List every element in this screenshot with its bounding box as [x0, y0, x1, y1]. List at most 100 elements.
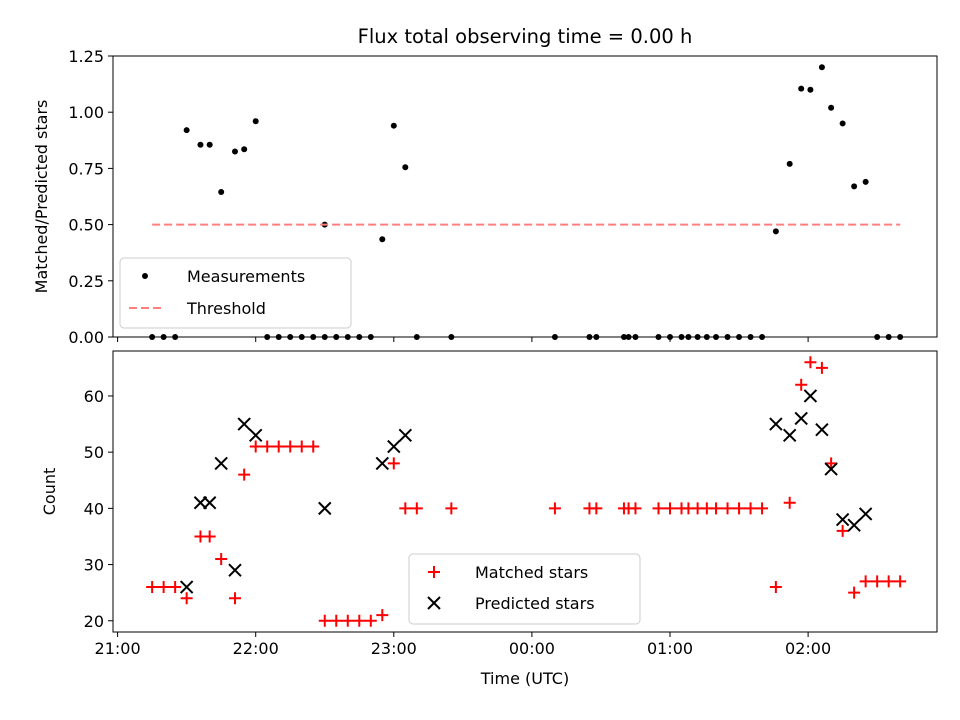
matched-star-point [238, 468, 251, 481]
matched-star-point [664, 502, 677, 515]
matched-star-point [295, 440, 308, 453]
matched-star-point [261, 440, 274, 453]
y-tick-label: 30 [84, 556, 104, 575]
legend-box [119, 257, 352, 329]
matched-star-point [387, 457, 400, 470]
measurement-point [851, 183, 858, 190]
legend-matched-swatch [428, 566, 440, 578]
matched-star-point [330, 614, 343, 627]
matched-star-point [590, 502, 603, 515]
matched-star-point [215, 552, 228, 565]
matched-star-point [548, 502, 561, 515]
y-tick-label: 50 [84, 443, 104, 462]
matched-star-point [341, 614, 354, 627]
matched-star-point [445, 502, 458, 515]
y-tick-label: 40 [84, 499, 104, 518]
predicted-star-point [248, 428, 263, 443]
measurement-point [197, 141, 204, 148]
y-axis-label: Matched/Predicted stars [32, 100, 51, 294]
matched-star-point [756, 502, 769, 515]
matched-star-point [629, 502, 642, 515]
predicted-star-point [318, 501, 332, 516]
predicted-star-point [228, 563, 242, 577]
measurement-point [206, 141, 213, 148]
predicted-star-point [202, 496, 217, 510]
predicted-star-point [803, 389, 818, 403]
matched-star-point [882, 575, 895, 588]
predicted-star-point [214, 456, 228, 471]
matched-star-point [228, 592, 241, 605]
predicted-star-point [815, 422, 829, 437]
measurement-point [818, 64, 825, 71]
predicted-star-point [824, 462, 838, 476]
measurement-point [252, 118, 259, 125]
matched-star-point [364, 614, 377, 627]
matched-star-point [318, 614, 331, 627]
matched-star-point [353, 614, 366, 627]
x-axis-label: Time (UTC) [480, 669, 569, 688]
measurement-point [402, 164, 409, 171]
x-tick-label: 21:00 [95, 639, 141, 658]
predicted-star-point [794, 411, 808, 426]
x-tick-label: 23:00 [371, 639, 417, 658]
matched-star-point [307, 440, 320, 453]
measurement-point [807, 86, 814, 93]
measurement-point [798, 85, 805, 92]
legend-measurement-swatch [142, 273, 148, 279]
measurement-point [786, 160, 793, 167]
matched-star-point [825, 457, 838, 470]
matched-star-point [157, 581, 170, 594]
predicted-star-point [179, 580, 194, 594]
legend-label: Matched stars [475, 563, 588, 582]
matched-star-point [272, 440, 285, 453]
matched-star-point [249, 440, 262, 453]
measurement-point [862, 178, 869, 185]
matched-star-point [836, 524, 849, 537]
predicted-star-point [835, 512, 850, 527]
legend-predicted-swatch [427, 596, 441, 610]
plot-frame [112, 55, 938, 338]
measurement-point [231, 148, 238, 155]
measurement-point [218, 189, 225, 196]
matched-star-point [733, 502, 746, 515]
matched-star-point [146, 581, 159, 594]
x-tick-label: 02:00 [785, 639, 831, 658]
y-tick-label: 0.50 [68, 216, 104, 235]
y-tick-label: 60 [84, 387, 104, 406]
matched-star-point [815, 361, 828, 374]
x-tick-label: 01:00 [647, 639, 693, 658]
matched-star-point [783, 496, 796, 509]
matched-star-point [894, 575, 907, 588]
matched-star-point [284, 440, 297, 453]
matched-star-point [859, 575, 872, 588]
matched-star-point [410, 502, 423, 515]
legend-box [408, 553, 641, 625]
matched-star-point [169, 581, 182, 594]
matched-star-point [203, 530, 216, 543]
measurement-point [839, 120, 846, 127]
matched-star-point [376, 609, 389, 622]
matched-star-point [710, 502, 723, 515]
matched-star-point [848, 586, 861, 599]
x-tick-label: 22:00 [233, 639, 279, 658]
top-panel: 0.00 0.25 0.50 0.75 1.00 1.25 Flux total obser… [32, 25, 938, 347]
matched-star-point [871, 575, 884, 588]
legend-label: Predicted stars [475, 594, 595, 613]
predicted-star-point [858, 507, 873, 521]
plot-frame [112, 350, 938, 633]
predicted-star-point [769, 417, 783, 431]
measurement-point [241, 146, 248, 153]
predicted-star-point [782, 428, 797, 443]
matched-star-point [744, 502, 757, 515]
y-tick-label: 0.75 [68, 159, 104, 178]
bottom-panel: 21:00 22:00 23:00 00:00 01:00 02:00 20 30 40 50 60… [40, 350, 938, 688]
matched-star-point [652, 502, 665, 515]
predicted-star-point [375, 456, 390, 471]
matched-star-point [795, 378, 808, 391]
matched-star-point [721, 502, 734, 515]
y-tick-label: 0.00 [68, 328, 104, 347]
matched-star-point [399, 502, 412, 515]
measurement-point [828, 104, 835, 111]
chart-title: Flux total observing time = 0.00 h [358, 25, 693, 48]
